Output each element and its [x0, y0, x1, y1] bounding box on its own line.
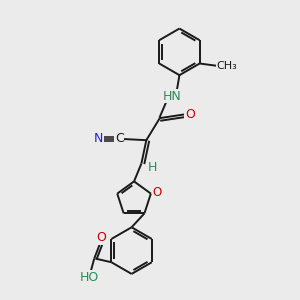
Text: O: O — [97, 231, 106, 244]
Text: CH₃: CH₃ — [216, 61, 237, 71]
Text: C: C — [115, 133, 124, 146]
Text: O: O — [185, 108, 195, 121]
Text: H: H — [148, 161, 157, 174]
Text: N: N — [94, 133, 103, 146]
Text: HO: HO — [80, 271, 99, 284]
Text: HN: HN — [163, 89, 182, 103]
Text: O: O — [152, 186, 162, 199]
